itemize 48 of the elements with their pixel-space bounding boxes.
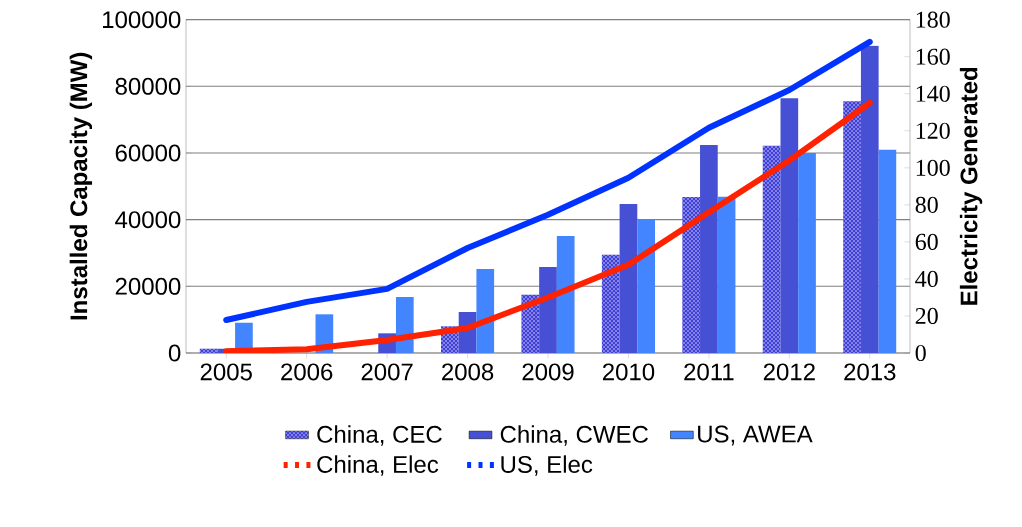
y-axis-title: Installed Capacity (MW) [69, 52, 93, 320]
legend-label: China, CEC [317, 425, 442, 446]
x-tick-label: 2007 [361, 363, 413, 381]
bar [539, 266, 557, 353]
legend-label: US, AWEA [698, 425, 813, 446]
y-tick-label: 0 [168, 344, 181, 362]
x-tick-label: 2011 [684, 363, 734, 381]
y2-tick-label: 160 [916, 48, 950, 65]
x-tick-label: 2012 [763, 363, 815, 381]
bar [199, 348, 218, 353]
bar [476, 268, 495, 353]
x-tick-label: 2005 [200, 363, 252, 381]
y-tick-label: 80000 [115, 77, 181, 95]
bar [619, 203, 638, 353]
y2-tick-label: 20 [915, 307, 938, 325]
x-tick-label: 2008 [442, 363, 494, 381]
y2-tick-label: 140 [916, 85, 950, 102]
legend-label: China, CWEC [500, 425, 648, 446]
y-tick-label: 100000 [103, 11, 181, 29]
bar [798, 152, 816, 353]
x-tick-label: 2010 [602, 363, 655, 381]
bar [601, 254, 620, 353]
bar [717, 196, 736, 353]
legend-label: US, Elec [501, 455, 593, 476]
bar [700, 144, 718, 353]
y-tick-label: 60000 [115, 144, 181, 162]
legend-label: China, Elec [317, 455, 439, 476]
x-tick-label: 2009 [522, 363, 574, 381]
y-tick-label: 40000 [115, 211, 181, 229]
bar [556, 235, 575, 353]
y-tick-label: 20000 [115, 277, 181, 295]
bar [843, 101, 861, 353]
y2-axis-title: Electricity Generated [959, 67, 983, 305]
y2-tick-label: 80 [915, 196, 938, 213]
bar [637, 219, 655, 353]
bar [780, 98, 799, 353]
x-tick-label: 2013 [844, 363, 896, 381]
y2-tick-label: 0 [915, 344, 926, 362]
bar [682, 196, 701, 353]
bar [762, 145, 781, 353]
bar [860, 45, 879, 353]
y2-tick-label: 60 [915, 233, 938, 250]
y2-tick-label: 40 [915, 270, 938, 288]
bar [878, 149, 897, 353]
y2-tick-label: 100 [916, 159, 950, 176]
y2-tick-label: 180 [916, 11, 950, 28]
y2-tick-label: 120 [916, 122, 950, 139]
x-tick-label: 2006 [281, 363, 333, 381]
